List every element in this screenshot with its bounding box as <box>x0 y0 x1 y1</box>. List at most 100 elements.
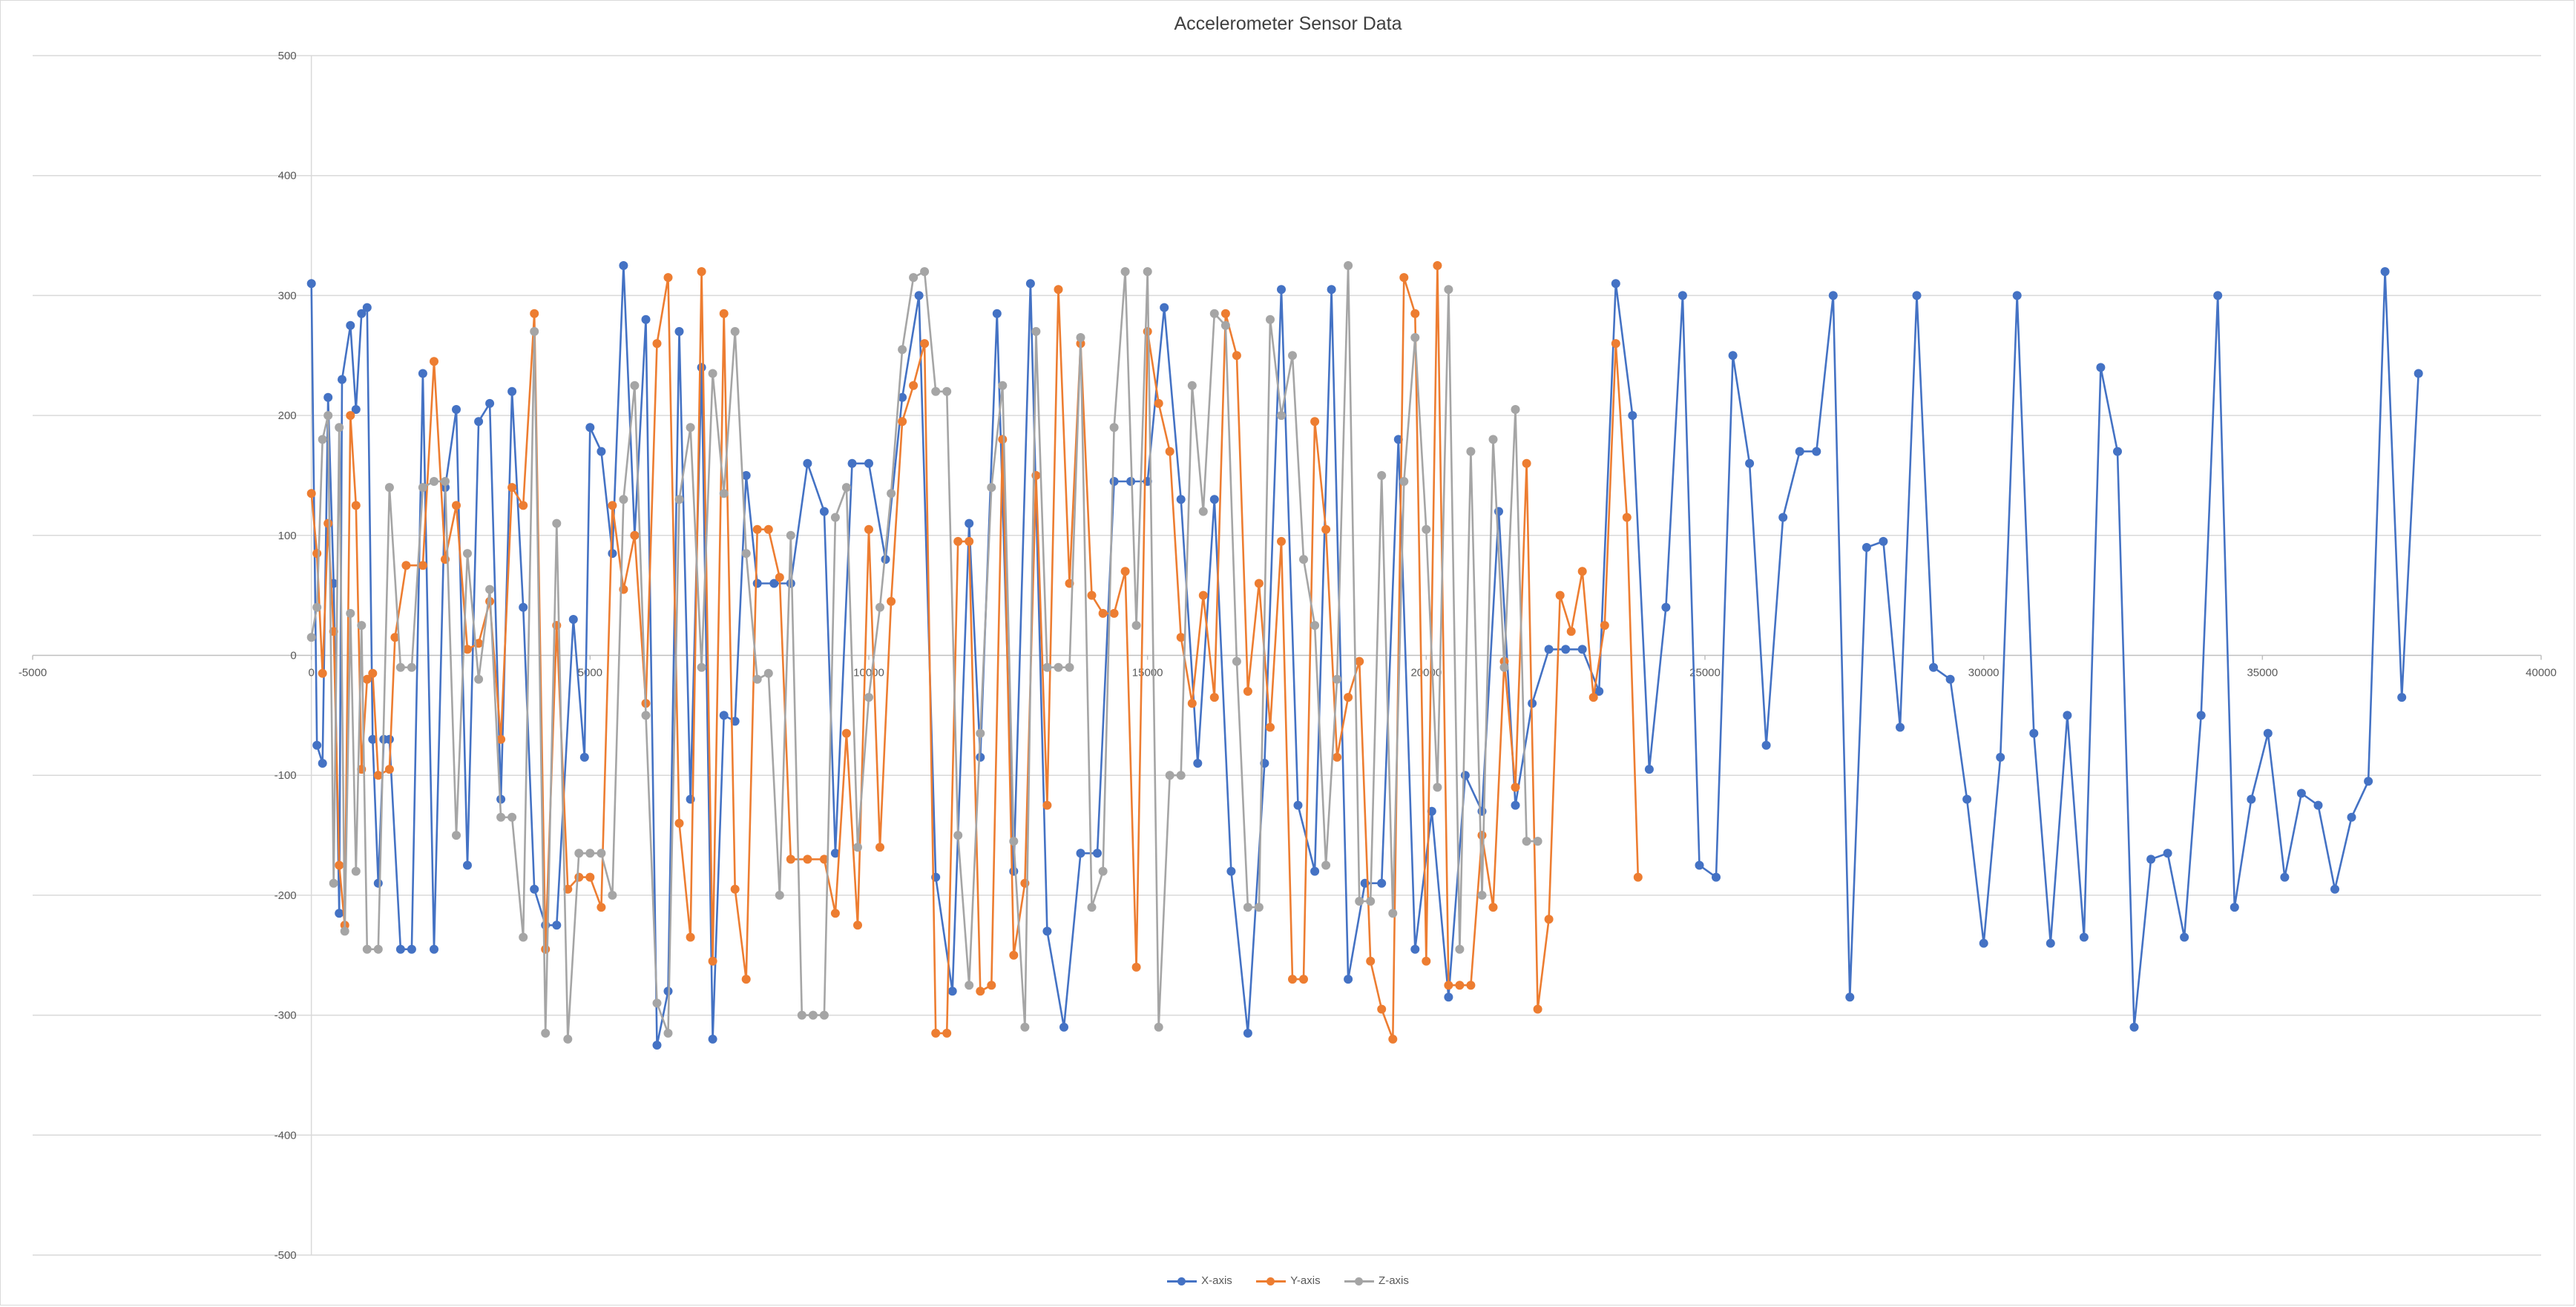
data-point-z-axis <box>1366 897 1376 906</box>
data-point-x-axis <box>2347 812 2356 822</box>
legend-item-z: Z-axis <box>1344 1274 1409 1287</box>
data-point-y-axis <box>1154 398 1163 408</box>
data-point-y-axis <box>1165 447 1174 456</box>
data-point-x-axis <box>652 1041 662 1050</box>
data-point-x-axis <box>1243 1028 1252 1038</box>
data-point-x-axis <box>730 717 740 726</box>
data-point-z-axis <box>1031 326 1041 336</box>
data-point-y-axis <box>1533 1004 1542 1014</box>
data-point-y-axis <box>1433 261 1442 270</box>
data-point-x-axis <box>2079 932 2089 942</box>
data-point-x-axis <box>2414 369 2423 378</box>
data-point-z-axis <box>1533 837 1542 846</box>
data-point-x-axis <box>323 392 333 402</box>
data-point-x-axis <box>2330 884 2339 894</box>
data-point-y-axis <box>1131 962 1141 972</box>
data-point-y-axis <box>786 855 795 864</box>
data-point-x-axis <box>568 615 578 624</box>
data-point-y-axis <box>864 524 873 534</box>
data-point-y-axis <box>1410 309 1420 318</box>
data-point-z-axis <box>1455 944 1465 954</box>
data-point-z-axis <box>853 843 862 852</box>
data-point-z-axis <box>1176 771 1186 780</box>
data-point-y-axis <box>1266 722 1275 732</box>
data-point-y-axis <box>335 860 344 870</box>
data-point-z-axis <box>318 435 327 444</box>
data-point-y-axis <box>719 309 729 318</box>
data-point-y-axis <box>496 734 506 744</box>
data-point-x-axis <box>1879 536 1888 546</box>
data-point-x-axis <box>803 458 812 468</box>
data-point-y-axis <box>306 489 316 498</box>
data-point-y-axis <box>463 645 472 654</box>
data-point-y-axis <box>597 903 606 912</box>
data-point-z-axis <box>1499 662 1509 672</box>
legend-label-y: Y-axis <box>1290 1274 1321 1287</box>
data-point-x-axis <box>1511 800 1520 810</box>
data-point-z-axis <box>312 602 322 612</box>
data-point-y-axis <box>830 909 840 918</box>
data-point-z-axis <box>496 812 506 822</box>
legend-label-x: X-axis <box>1201 1274 1232 1287</box>
data-point-z-axis <box>1209 309 1219 318</box>
data-point-y-axis <box>390 633 400 642</box>
data-point-y-axis <box>452 501 461 510</box>
data-point-z-axis <box>752 674 762 684</box>
data-point-z-axis <box>395 662 405 672</box>
data-point-x-axis <box>384 734 394 744</box>
data-point-y-axis <box>697 267 706 277</box>
data-point-y-axis <box>1366 956 1376 966</box>
data-point-x-axis <box>1778 513 1788 522</box>
data-point-y-axis <box>346 411 355 421</box>
data-point-z-axis <box>942 386 952 396</box>
data-point-y-axis <box>430 357 438 366</box>
data-point-x-axis <box>947 987 957 996</box>
data-point-x-axis <box>1176 495 1186 504</box>
x-tick-label: 0 <box>308 667 314 679</box>
data-point-y-axis <box>368 668 378 678</box>
data-point-z-axis <box>697 662 706 672</box>
data-point-y-axis <box>1633 872 1643 882</box>
data-point-x-axis <box>1962 794 1972 804</box>
data-point-x-axis <box>976 752 985 762</box>
data-point-y-axis <box>1254 579 1264 588</box>
data-point-x-axis <box>1845 992 1855 1002</box>
data-point-y-axis <box>1087 590 1097 600</box>
y-tick-label: 300 <box>278 289 297 302</box>
data-point-z-axis <box>1310 621 1320 631</box>
data-point-x-axis <box>357 309 367 318</box>
data-point-x-axis <box>306 279 316 289</box>
legend-label-z: Z-axis <box>1379 1274 1409 1287</box>
y-tick-label: 400 <box>278 170 297 182</box>
data-point-x-axis <box>1109 477 1119 486</box>
data-point-z-axis <box>407 662 416 672</box>
data-point-y-axis <box>1209 693 1219 702</box>
data-point-y-axis <box>384 765 394 774</box>
data-point-z-axis <box>1288 351 1297 361</box>
data-point-x-axis <box>1828 291 1838 300</box>
data-point-x-axis <box>2296 789 2306 798</box>
data-point-z-axis <box>1477 890 1487 900</box>
data-point-x-axis <box>1410 944 1420 954</box>
data-point-z-axis <box>340 926 349 936</box>
data-point-z-axis <box>1433 783 1442 792</box>
data-point-z-axis <box>1344 261 1353 270</box>
data-point-x-axis <box>1996 752 2005 762</box>
data-point-x-axis <box>1979 938 1988 948</box>
data-point-y-axis <box>1098 608 1108 618</box>
data-point-y-axis <box>1187 699 1197 708</box>
data-point-x-axis <box>1812 447 1821 456</box>
data-point-z-axis <box>730 326 740 336</box>
data-point-y-axis <box>1566 627 1576 636</box>
data-point-x-axis <box>507 386 517 396</box>
data-point-y-axis <box>976 987 985 996</box>
data-point-x-axis <box>519 602 528 612</box>
data-point-x-axis <box>830 849 840 858</box>
data-point-x-axis <box>395 944 405 954</box>
data-point-z-axis <box>430 477 438 486</box>
data-point-x-axis <box>2163 849 2172 858</box>
x-tick-label: 25000 <box>1689 667 1721 679</box>
data-point-x-axis <box>2012 291 2022 300</box>
data-point-x-axis <box>2046 938 2055 948</box>
data-point-z-axis <box>452 831 461 840</box>
